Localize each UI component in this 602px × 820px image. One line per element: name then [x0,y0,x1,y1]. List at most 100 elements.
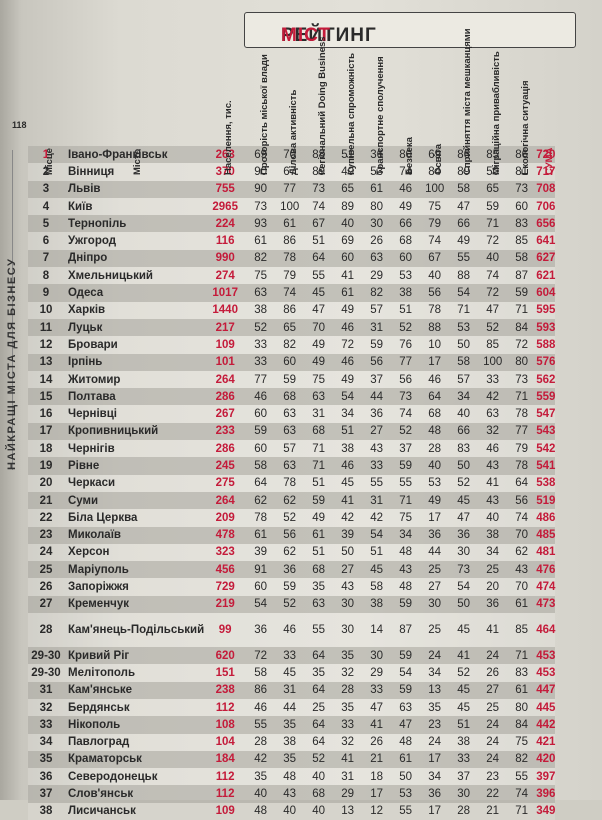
score-cell: 46 [333,318,363,337]
score-cell: 33 [246,336,276,354]
score-cell: 43 [478,491,508,510]
score-cell: 45 [449,681,479,699]
place-cell: 18 [28,440,64,458]
score-cell: 59 [304,491,334,510]
score-cell: 58 [246,457,276,475]
score-cell: 36 [246,613,276,648]
score-cell: 52 [449,474,479,492]
city-cell: Рівне [64,457,205,475]
score-cell: 31 [304,405,334,423]
sum-cell: 706 [536,197,556,216]
score-cell: 50 [478,163,508,181]
score-cell: 38 [275,733,305,751]
score-cell: 20 [478,578,508,596]
score-cell: 56 [391,370,421,389]
score-cell: 41 [362,716,392,734]
score-cell: 63 [478,405,508,423]
score-cell: 40 [420,457,450,475]
place-cell: 14 [28,370,64,389]
score-cell: 10 [420,336,450,354]
score-cell: 61 [246,232,276,250]
score-cell: 41 [449,647,479,665]
score-cell: 33 [275,647,305,665]
score-cell: 83 [449,440,479,458]
score-cell: 63 [304,388,334,406]
score-cell: 85 [478,336,508,354]
city-cell: Біла Церква [64,509,205,527]
city-cell: Харків [64,301,205,319]
score-cell: 51 [333,146,363,164]
score-cell: 13 [333,802,363,820]
sum-cell: 486 [536,509,556,527]
place-cell: 1 [28,146,64,164]
score-cell: 40 [333,215,363,233]
score-cell: 72 [478,284,508,302]
score-cell: 30 [449,785,479,803]
score-cell: 68 [391,232,421,250]
sum-cell: 708 [536,180,556,198]
score-cell: 49 [304,509,334,527]
score-cell: 36 [478,595,508,614]
sum-cell: 476 [536,561,556,579]
score-cell: 38 [246,301,276,319]
score-cell: 60 [246,440,276,458]
sum-cell: 588 [536,336,556,354]
score-cell: 41 [333,267,363,285]
score-cell: 56 [362,353,392,371]
score-cell: 38 [449,733,479,751]
score-cell: 61 [333,284,363,302]
score-cell: 63 [275,422,305,441]
table-row: 19 Рівне 245 58 63 71 46 33 59 40 50 43 78 541 [28,457,556,475]
city-cell: Кропивницький [64,422,205,441]
score-cell: 78 [246,509,276,527]
score-cell: 44 [420,543,450,562]
score-cell: 57 [362,301,392,319]
population-cell: 184 [204,750,247,769]
score-cell: 85 [507,613,537,648]
place-cell: 4 [28,197,64,216]
city-cell: Вінниця [64,163,205,181]
header-sum: СУМА [543,147,555,175]
score-cell: 73 [449,561,479,579]
score-cell: 49 [420,491,450,510]
place-cell: 13 [28,353,64,371]
score-cell: 39 [333,526,363,544]
population-cell: 264 [204,370,247,389]
population-cell: 1017 [204,284,247,302]
city-cell: Кременчук [64,595,205,614]
side-section-title: НАЙКРАЩІ МІСТА ДЛЯ БІЗНЕСУ [6,257,18,470]
sum-cell: 474 [536,578,556,596]
score-cell: 27 [420,578,450,596]
header-col: Регіональний Doing Business [316,36,328,175]
score-cell: 64 [304,681,334,699]
score-cell: 71 [507,388,537,406]
sum-cell: 481 [536,543,556,562]
score-cell: 75 [304,370,334,389]
score-cell: 100 [420,180,450,198]
score-cell: 30 [333,595,363,614]
city-cell: Кривий Ріг [64,647,205,665]
place-cell: 23 [28,526,64,544]
sum-cell: 485 [536,526,556,544]
score-cell: 33 [478,370,508,389]
score-cell: 51 [362,543,392,562]
score-cell: 57 [275,440,305,458]
score-cell: 35 [333,647,363,665]
score-cell: 66 [391,215,421,233]
score-cell: 49 [333,370,363,389]
score-cell: 38 [478,526,508,544]
score-cell: 60 [391,249,421,268]
score-cell: 75 [246,267,276,285]
score-cell: 47 [391,716,421,734]
score-cell: 86 [507,146,537,164]
score-cell: 25 [420,561,450,579]
score-cell: 25 [304,698,334,717]
score-cell: 40 [246,785,276,803]
score-cell: 30 [420,595,450,614]
city-cell: Мелітополь [64,664,205,682]
score-cell: 51 [333,422,363,441]
score-cell: 25 [478,698,508,717]
score-cell: 85 [507,232,537,250]
score-cell: 35 [304,664,334,682]
